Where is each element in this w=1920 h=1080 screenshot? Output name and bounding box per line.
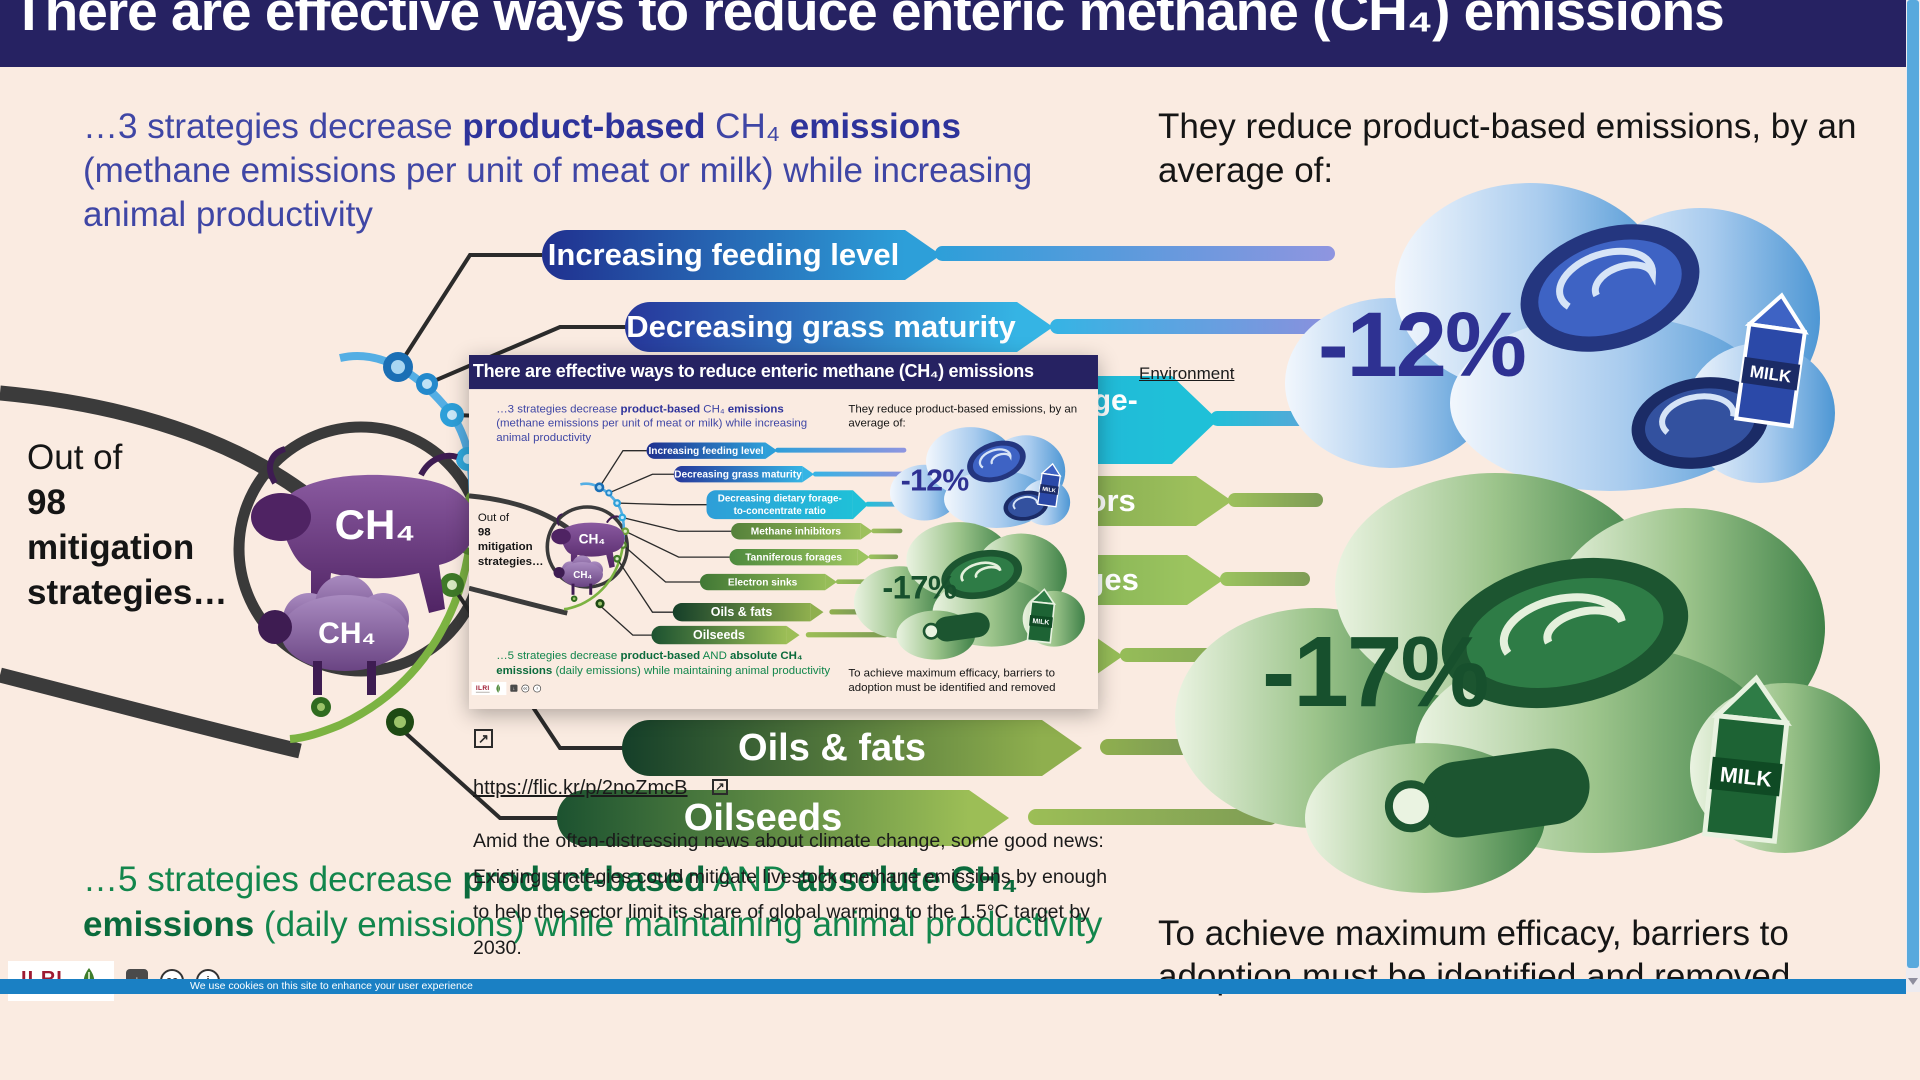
svg-text:MILK: MILK [1032,618,1050,627]
environment-category-link[interactable]: Environment [1139,364,1235,383]
banner-oilseeds: Oilseeds [557,790,1009,846]
link-external-icon[interactable]: ↗ [712,779,728,795]
infographic-title-bar: There are effective ways to reduce enter… [0,0,1920,67]
ilri-logo: ILRI [471,681,507,696]
sheep-ch4-label: CH₄ [318,617,376,650]
ribbon-inhibitors [1228,493,1323,507]
credits-row: ILRI ↓ cc i [471,681,542,696]
infographic-lightbox-image[interactable]: CH₄ CH₄ …3 strategies decrease product-b… [469,355,1098,709]
banner-increasing-feeding-level: Increasing feeding level [542,230,941,280]
intro-reduce-text: They reduce product-based emissions, by … [848,402,1078,430]
out-of-98-text: Out of 98 mitigation strategies… [477,510,544,568]
blue-milk-carton-icon: MILK [1733,292,1809,429]
ribbon-feeding [775,447,907,453]
green-chop-icon [922,612,990,642]
blue-steak-icon [1520,224,1700,352]
reduction-product-value: -12% [1318,294,1527,396]
ribbon-oilseeds [805,632,888,638]
blue-steak-icon [967,440,1026,483]
scrollbar-thumb[interactable] [1907,0,1919,968]
sheep-ch4-label: CH₄ [573,570,592,581]
ribbon-forage [865,501,902,507]
cookie-notice-bar: We use cookies on this site to enhance y… [0,979,1906,994]
cow-ch4-label: CH₄ [579,532,605,547]
svg-text:MILK: MILK [1719,762,1774,791]
ribbon-forage [1210,411,1320,426]
five-strategies-text: …5 strategies decrease product-based AND… [83,860,1103,944]
external-link-icon[interactable]: ↗ [474,729,493,748]
popup-scaled-infographic: CH₄ CH₄ …3 strategies decrease product-b… [469,355,1098,709]
ribbon-inhibitors [871,528,903,534]
cow-ch4-label: CH₄ [335,501,416,548]
banner-decreasing-grass-maturity: Decreasing grass maturity [673,466,814,483]
ribbon-tanniferous [1220,572,1310,586]
blue-meat-icon [1003,490,1049,521]
intro-reduce-text: They reduce product-based emissions, by … [1158,107,1857,190]
ribbon-oilseeds [1028,809,1278,825]
reduction-product-value: -12% [900,463,969,497]
banner-increasing-feeding-level: Increasing feeding level [646,442,778,459]
banner-oils-fats: Oils & fats [672,602,824,622]
methane-infographic: CH₄ CH₄ …3 strategies decrease product-b… [469,355,1098,709]
barriers-text: To achieve maximum efficacy, barriers to… [848,666,1056,694]
infographic-title: There are effective ways to reduce enter… [12,0,1725,42]
banner-oils-fats: Oils & fats [622,720,1082,776]
cow-sheep-illustration: CH₄ CH₄ [551,513,625,595]
svg-text:MILK: MILK [1749,362,1794,387]
banner-oilseeds: Oilseeds [651,625,800,645]
flickr-image-link[interactable]: https://flic.kr/p/2noZmcB [473,777,688,799]
ribbon-tanniferous [868,554,899,560]
reduction-absolute-value: -17% [1262,616,1489,728]
five-strategies-text: …5 strategies decrease product-based AND… [496,648,831,677]
cgiar-leaf-icon [496,684,500,693]
ribbon-grass [812,471,905,477]
banner-forage-concentrate-ratio: Decreasing dietary forage- to-concentrat… [706,490,869,520]
banner-methane-inhibitors: Methane inhibitors [731,523,873,540]
intro-product-text: …3 strategies decrease product-based CH₄… [83,107,1033,234]
intro-product-text: …3 strategies decrease product-based CH₄… [496,402,808,444]
blue-milk-carton-icon: MILK [1037,462,1062,508]
green-milk-carton-icon: MILK [1701,674,1792,844]
green-chop-icon [1384,748,1590,838]
banner-decreasing-grass-maturity: Decreasing grass maturity [625,302,1053,352]
image-caption-text: Amid the often-distressing news about cl… [473,830,1108,959]
blue-meat-icon [1631,377,1769,469]
infographic-title-bar: There are effective ways to reduce enter… [469,355,1098,390]
out-of-98-text: Out of 98 mitigation strategies… [27,438,228,612]
strategy-node-dots [570,482,630,609]
ribbon-oils [829,609,874,615]
ribbon-grass [1050,319,1330,334]
ribbon-feeding [935,246,1335,261]
svg-text:MILK: MILK [1042,487,1056,495]
download-icon[interactable]: ↓ [510,684,518,692]
cc-license-icon[interactable]: cc [521,684,530,693]
ribbon-oils [1100,739,1235,755]
reduction-absolute-value: -17% [882,568,957,606]
attribution-icon[interactable]: i [533,684,542,693]
cookie-notice-text: We use cookies on this site to enhance y… [190,980,473,992]
banner-electron-sinks: Electron sinks [699,573,837,591]
strategy-node-dots [311,352,489,736]
green-milk-carton-icon: MILK [1026,588,1057,644]
infographic-title: There are effective ways to reduce enter… [472,360,1034,381]
scroll-down-icon[interactable] [1906,972,1920,990]
banner-tanniferous-forages: Tanniferous forages [729,548,870,566]
